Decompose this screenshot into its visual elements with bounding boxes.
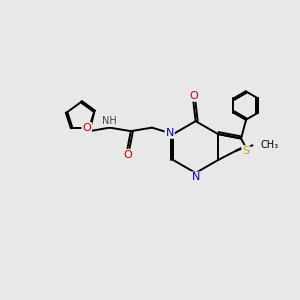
Text: CH₃: CH₃ xyxy=(261,140,279,150)
Text: NH: NH xyxy=(102,116,116,126)
Text: S: S xyxy=(242,146,249,156)
Text: N: N xyxy=(191,172,200,182)
Text: O: O xyxy=(82,123,91,133)
Text: N: N xyxy=(166,128,174,138)
Text: O: O xyxy=(124,150,132,160)
Text: O: O xyxy=(189,91,198,101)
